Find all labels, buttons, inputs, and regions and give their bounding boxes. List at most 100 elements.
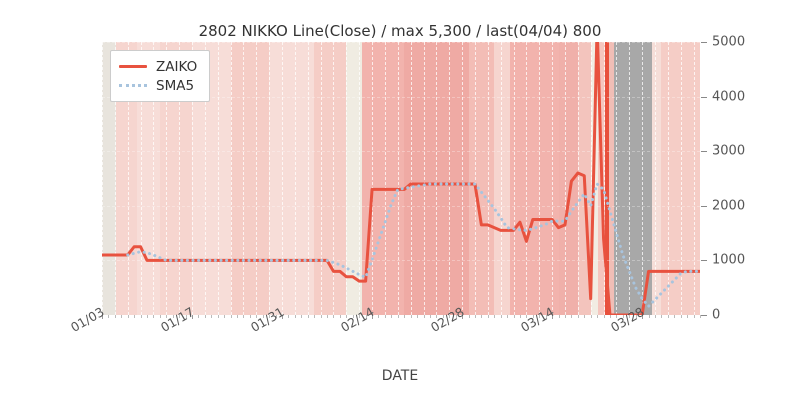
x-tick-minor	[204, 315, 206, 318]
x-tick-minor	[249, 315, 251, 318]
x-tick-minor	[693, 315, 695, 318]
x-tick-minor	[410, 315, 412, 318]
gridline-vertical	[333, 42, 335, 315]
y-tick-mark	[701, 151, 707, 153]
gridline-vertical	[384, 42, 386, 315]
y-tick-label: 5000	[712, 34, 746, 50]
x-tick-minor	[468, 315, 470, 318]
x-tick-minor	[217, 315, 219, 318]
x-tick-minor	[140, 315, 142, 318]
y-tick-mark	[701, 260, 707, 262]
gridline-vertical	[603, 42, 605, 315]
x-tick-minor	[635, 315, 637, 318]
x-tick-minor	[185, 315, 187, 318]
background-band	[651, 42, 662, 315]
x-tick-minor	[449, 315, 451, 318]
x-tick-minor	[153, 315, 155, 318]
x-tick-minor	[224, 315, 226, 318]
y-tick-label: 4000	[712, 89, 746, 105]
x-tick-minor	[179, 315, 181, 318]
x-tick-minor	[314, 315, 316, 318]
gridline-vertical	[693, 42, 695, 315]
x-tick-minor	[359, 315, 361, 318]
gridline-vertical	[320, 42, 322, 315]
gridline-vertical	[359, 42, 361, 315]
gridline-vertical	[667, 42, 669, 315]
x-tick-minor	[526, 315, 528, 318]
gridline-vertical	[127, 42, 129, 315]
y-tick-mark	[701, 315, 707, 316]
gridline-vertical	[179, 42, 181, 315]
y-tick-mark	[701, 96, 707, 98]
gridline-vertical	[153, 42, 155, 315]
x-tick-minor	[609, 315, 611, 318]
gridline-vertical	[577, 42, 579, 315]
gridline-vertical	[500, 42, 502, 315]
legend-line	[119, 84, 147, 87]
gridline-vertical	[487, 42, 489, 315]
legend-item-zaiko[interactable]: ZAIKO	[119, 57, 197, 76]
x-axis-title: DATE	[381, 368, 419, 384]
gridline-vertical	[346, 42, 348, 315]
gridline-vertical	[230, 42, 232, 315]
x-tick-minor	[256, 315, 258, 318]
x-tick-minor	[494, 315, 496, 318]
x-tick-mark	[372, 315, 374, 319]
y-tick-label: 2000	[712, 198, 746, 214]
gridline-horizontal	[102, 42, 700, 43]
x-tick-minor	[288, 315, 290, 318]
x-tick-minor	[404, 315, 406, 318]
background-band	[510, 42, 559, 315]
x-tick-minor	[687, 315, 689, 318]
gridline-vertical	[217, 42, 219, 315]
data-series-layer	[102, 42, 700, 315]
x-tick-minor	[648, 315, 650, 318]
x-tick-minor	[423, 315, 425, 318]
gridline-horizontal	[102, 96, 700, 98]
x-tick-minor	[545, 315, 547, 318]
x-tick-minor	[417, 315, 419, 318]
gridline-vertical	[552, 42, 554, 315]
gridline-vertical	[629, 42, 631, 315]
x-tick-minor	[603, 315, 605, 318]
x-tick-minor	[275, 315, 277, 318]
legend-item-sma5[interactable]: SMA5	[119, 76, 197, 95]
legend-label: ZAIKO	[156, 58, 198, 75]
x-tick-minor	[166, 315, 168, 318]
x-tick-minor	[134, 315, 136, 318]
x-tick-minor	[558, 315, 560, 318]
x-tick-minor	[121, 315, 123, 318]
x-tick-minor	[237, 315, 239, 318]
x-tick-minor	[513, 315, 515, 318]
gridline-vertical	[243, 42, 245, 315]
legend-swatch-icon	[119, 61, 147, 73]
x-tick-mark	[462, 315, 464, 319]
x-tick-minor	[114, 315, 116, 318]
x-tick-minor	[365, 315, 367, 318]
x-tick-minor	[397, 315, 399, 318]
x-tick-minor	[519, 315, 521, 318]
chart-legend[interactable]: ZAIKO SMA5	[110, 50, 211, 102]
x-tick-minor	[507, 315, 509, 318]
legend-line	[119, 65, 147, 68]
y-tick-label: 3000	[712, 143, 746, 159]
gridline-vertical	[474, 42, 476, 315]
x-tick-minor	[584, 315, 586, 318]
gridline-vertical	[680, 42, 682, 315]
gridline-vertical	[616, 42, 618, 315]
x-tick-minor	[564, 315, 566, 318]
gridline-vertical	[256, 42, 258, 315]
x-tick-minor	[532, 315, 534, 318]
background-band	[314, 42, 347, 315]
legend-label: SMA5	[156, 77, 195, 94]
x-tick-minor	[198, 315, 200, 318]
background-band	[494, 42, 511, 315]
x-tick-minor	[320, 315, 322, 318]
gridline-vertical	[590, 42, 592, 315]
background-band	[661, 42, 700, 315]
x-tick-mark	[552, 315, 554, 319]
background-band	[558, 42, 578, 315]
background-band	[230, 42, 270, 315]
gridline-vertical	[513, 42, 515, 315]
